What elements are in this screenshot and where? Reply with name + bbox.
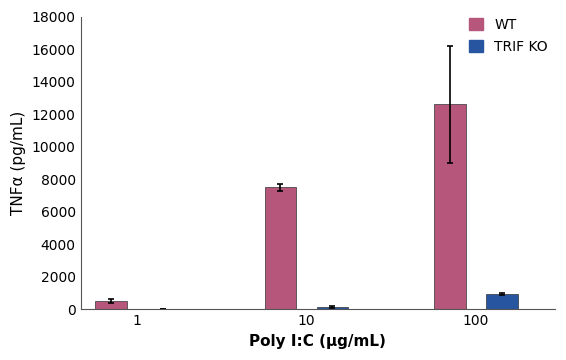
X-axis label: Poly I:C (µg/mL): Poly I:C (µg/mL) <box>249 334 386 349</box>
Bar <box>486 294 518 310</box>
Y-axis label: TNFα (pg/mL): TNFα (pg/mL) <box>11 111 26 215</box>
Bar <box>316 307 348 310</box>
Bar <box>147 309 179 310</box>
Legend: WT, TRIF KO: WT, TRIF KO <box>469 18 548 54</box>
Bar <box>265 188 296 310</box>
Bar <box>434 104 466 310</box>
Bar <box>95 301 127 310</box>
